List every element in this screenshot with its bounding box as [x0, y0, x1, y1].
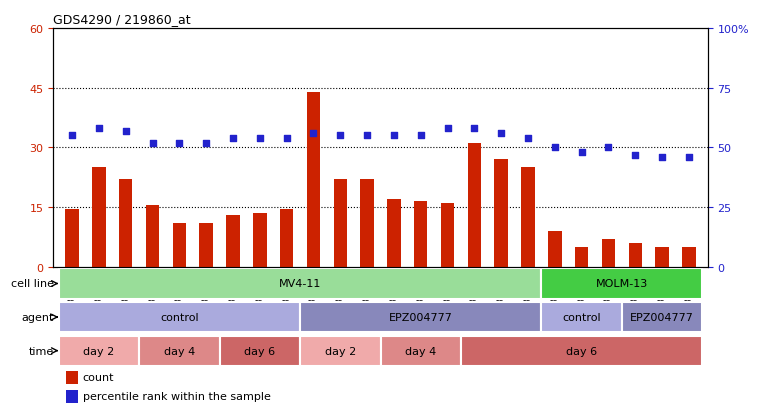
Point — [388, 133, 400, 139]
Bar — [280, 209, 293, 267]
Text: MV4-11: MV4-11 — [279, 279, 321, 289]
Bar — [199, 223, 213, 267]
Point — [66, 133, 78, 139]
Bar — [683, 247, 696, 267]
Point — [119, 128, 132, 135]
Text: count: count — [83, 373, 114, 382]
Point — [441, 126, 454, 132]
FancyBboxPatch shape — [622, 302, 702, 332]
Text: MOLM-13: MOLM-13 — [596, 279, 648, 289]
FancyBboxPatch shape — [300, 336, 380, 366]
Point — [146, 140, 158, 147]
Bar — [146, 206, 159, 267]
Text: EPZ004777: EPZ004777 — [389, 312, 453, 322]
FancyBboxPatch shape — [380, 336, 461, 366]
Bar — [655, 247, 669, 267]
Bar — [495, 160, 508, 267]
Bar — [333, 180, 347, 267]
Point — [361, 133, 373, 139]
Text: cell line: cell line — [11, 279, 54, 289]
Point — [307, 131, 320, 137]
Point — [253, 135, 266, 142]
FancyBboxPatch shape — [461, 336, 702, 366]
Text: control: control — [562, 312, 601, 322]
Bar — [575, 247, 588, 267]
Text: EPZ004777: EPZ004777 — [630, 312, 694, 322]
Bar — [387, 199, 400, 267]
Text: day 4: day 4 — [164, 346, 195, 356]
Text: control: control — [160, 312, 199, 322]
Bar — [629, 243, 642, 267]
Text: agent: agent — [21, 312, 54, 322]
FancyBboxPatch shape — [59, 269, 541, 299]
Text: day 2: day 2 — [83, 346, 114, 356]
Text: day 6: day 6 — [566, 346, 597, 356]
Bar — [548, 231, 562, 267]
Bar — [468, 144, 481, 267]
Bar — [521, 168, 535, 267]
Point — [93, 126, 105, 132]
Text: percentile rank within the sample: percentile rank within the sample — [83, 391, 271, 401]
Point — [575, 150, 587, 156]
Point — [227, 135, 239, 142]
Bar — [119, 180, 132, 267]
Text: time: time — [29, 346, 54, 356]
Bar — [307, 93, 320, 267]
Bar — [173, 223, 186, 267]
FancyBboxPatch shape — [300, 302, 541, 332]
Bar — [414, 202, 428, 267]
Point — [656, 154, 668, 161]
Bar — [226, 216, 240, 267]
Bar — [92, 168, 106, 267]
Point — [415, 133, 427, 139]
Point — [683, 154, 695, 161]
Point — [468, 126, 480, 132]
FancyBboxPatch shape — [541, 302, 622, 332]
Point — [334, 133, 346, 139]
Text: day 2: day 2 — [325, 346, 356, 356]
Point — [603, 145, 615, 151]
Point — [200, 140, 212, 147]
Bar — [253, 214, 266, 267]
Point — [495, 131, 508, 137]
Text: GDS4290 / 219860_at: GDS4290 / 219860_at — [53, 13, 191, 26]
FancyBboxPatch shape — [59, 302, 300, 332]
FancyBboxPatch shape — [139, 336, 220, 366]
Point — [629, 152, 642, 159]
Text: day 4: day 4 — [405, 346, 436, 356]
Bar — [66, 371, 78, 384]
FancyBboxPatch shape — [541, 269, 702, 299]
Point — [522, 135, 534, 142]
Point — [281, 135, 293, 142]
Point — [174, 140, 186, 147]
Bar — [602, 239, 615, 267]
Bar — [65, 209, 78, 267]
FancyBboxPatch shape — [59, 336, 139, 366]
Bar — [441, 204, 454, 267]
Text: day 6: day 6 — [244, 346, 275, 356]
Point — [549, 145, 561, 151]
Bar — [361, 180, 374, 267]
FancyBboxPatch shape — [220, 336, 300, 366]
Bar — [66, 390, 78, 403]
